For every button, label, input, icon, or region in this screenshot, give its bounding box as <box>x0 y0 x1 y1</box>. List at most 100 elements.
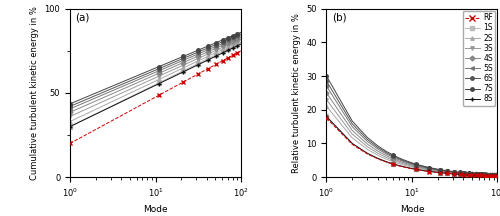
3S <box>219 46 225 49</box>
1S <box>492 175 498 177</box>
Line: 6S: 6S <box>325 79 499 177</box>
Line: 4S: 4S <box>68 36 242 114</box>
6S <box>235 34 241 37</box>
8S <box>476 174 482 176</box>
Line: 7S: 7S <box>325 74 499 177</box>
RF <box>238 49 244 52</box>
4S <box>494 174 500 177</box>
1S <box>235 43 241 45</box>
4S <box>476 173 482 176</box>
5S <box>67 108 73 110</box>
2S <box>185 64 191 67</box>
1S <box>442 172 448 174</box>
7S <box>185 53 191 56</box>
7S <box>494 174 500 176</box>
1S <box>494 175 500 177</box>
Line: 8S: 8S <box>325 115 499 178</box>
1S <box>238 41 244 44</box>
2S <box>236 40 242 43</box>
Line: 5S: 5S <box>325 84 499 177</box>
4S <box>492 174 498 177</box>
8S <box>470 174 476 176</box>
6S <box>492 174 498 176</box>
6S <box>492 174 498 176</box>
2S <box>492 174 498 177</box>
5S <box>236 35 242 38</box>
4S <box>219 44 225 47</box>
5S <box>235 36 241 38</box>
4S <box>236 37 242 39</box>
RF <box>67 142 73 145</box>
2S <box>238 39 244 42</box>
RF <box>492 175 498 177</box>
5S <box>214 45 220 47</box>
6S <box>442 169 448 172</box>
3S <box>434 170 440 172</box>
5S <box>492 174 498 176</box>
7S <box>324 75 330 77</box>
2S <box>434 170 440 173</box>
2S <box>214 51 220 53</box>
1S <box>178 70 184 73</box>
8S <box>492 175 498 177</box>
3S <box>492 174 498 177</box>
3S <box>238 38 244 40</box>
4S <box>67 111 73 114</box>
4S <box>235 37 241 40</box>
1S <box>492 175 498 177</box>
7S <box>492 174 498 176</box>
6S <box>434 168 440 171</box>
Line: 6S: 6S <box>68 32 242 108</box>
6S <box>470 173 476 175</box>
5S <box>470 173 476 175</box>
5S <box>476 173 482 176</box>
7S <box>236 32 242 34</box>
8S <box>494 175 500 177</box>
7S <box>238 31 244 33</box>
3S <box>494 174 500 177</box>
Line: 3S: 3S <box>325 98 499 177</box>
6S <box>178 58 184 60</box>
8S <box>492 175 498 177</box>
6S <box>324 80 330 82</box>
5S <box>442 170 448 172</box>
4S <box>492 174 498 177</box>
6S <box>67 105 73 108</box>
1S <box>219 50 225 53</box>
8S <box>185 68 191 71</box>
2S <box>492 174 498 177</box>
3S <box>324 98 330 101</box>
RF <box>442 172 448 175</box>
RF <box>185 78 191 81</box>
4S <box>324 92 330 94</box>
1S <box>185 67 191 70</box>
Y-axis label: Relative turbulent kinetic energy in %: Relative turbulent kinetic energy in % <box>292 13 300 173</box>
7S <box>214 41 220 44</box>
RF <box>235 51 241 54</box>
3S <box>236 38 242 41</box>
7S <box>235 32 241 35</box>
8S <box>236 44 242 46</box>
Line: 8S: 8S <box>68 42 242 128</box>
8S <box>324 115 330 118</box>
1S <box>236 42 242 44</box>
4S <box>434 169 440 172</box>
RF <box>494 175 500 177</box>
Line: RF: RF <box>324 116 500 178</box>
7S <box>178 56 184 59</box>
3S <box>442 171 448 173</box>
4S <box>178 62 184 65</box>
Line: 5S: 5S <box>68 34 242 111</box>
Line: RF: RF <box>68 48 244 146</box>
3S <box>214 49 220 51</box>
Line: 1S: 1S <box>325 115 499 178</box>
8S <box>219 52 225 54</box>
7S <box>476 173 482 175</box>
5S <box>238 34 244 37</box>
X-axis label: Mode: Mode <box>143 205 168 214</box>
7S <box>470 172 476 175</box>
8S <box>214 54 220 57</box>
Line: 2S: 2S <box>68 39 242 123</box>
6S <box>214 43 220 46</box>
7S <box>442 169 448 172</box>
